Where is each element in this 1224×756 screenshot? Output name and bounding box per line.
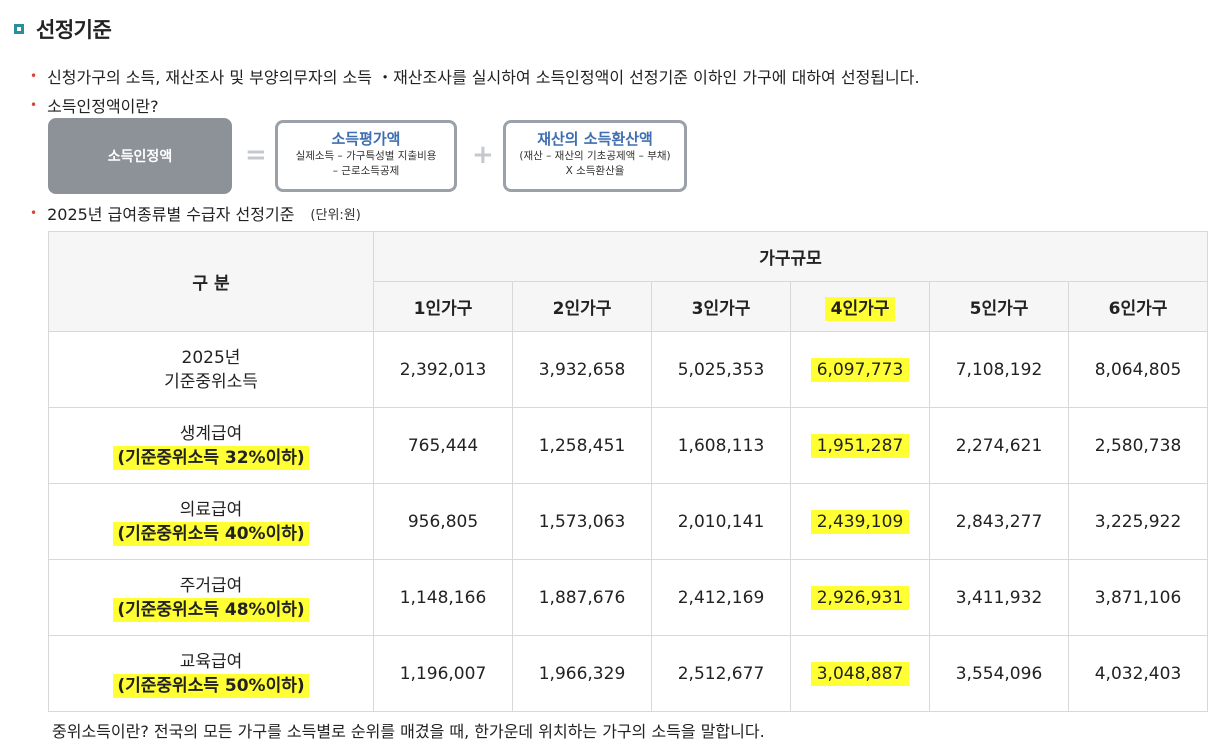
highlighted-value: 1,951,287 <box>810 433 910 458</box>
table-cell: 2,926,931 <box>790 559 930 636</box>
column-label: 5인가구 <box>969 299 1029 319</box>
table-cell: 2,392,013 <box>373 331 513 408</box>
column-label: 2인가구 <box>552 299 612 319</box>
table-row: 주거급여 (기준중위소득 48%이하) 1,148,166 1,887,676 … <box>48 559 1208 636</box>
row-label-line2: (기준중위소득 40%이하) <box>113 521 309 546</box>
box-line: 실제소득 – 가구특성별 지출비용 <box>295 150 437 162</box>
equals-sign: = <box>245 140 267 170</box>
table-cell: 7,108,192 <box>929 331 1069 408</box>
table-cell: 1,608,113 <box>651 407 791 484</box>
row-label-line1: 생계급여 <box>179 423 243 444</box>
column-header: 4인가구 <box>790 281 930 332</box>
table-cell: 4,032,403 <box>1068 635 1208 712</box>
table-cell: 2,274,621 <box>929 407 1069 484</box>
column-label: 6인가구 <box>1108 299 1168 319</box>
row-label-line2: (기준중위소득 50%이하) <box>113 673 309 698</box>
row-label-line1: 교육급여 <box>179 651 243 672</box>
row-label-line2: 기준중위소득 <box>164 371 258 392</box>
table-cell: 2,010,141 <box>651 483 791 560</box>
income-formula-diagram: 소득인정액 = 소득평가액 실제소득 – 가구특성별 지출비용 – 근로소득공제… <box>48 118 698 194</box>
table-cell: 1,966,329 <box>512 635 652 712</box>
table-cell: 8,064,805 <box>1068 331 1208 408</box>
bullet-income-definition: • 소득인정액이란? <box>30 93 159 117</box>
table-cell: 3,871,106 <box>1068 559 1208 636</box>
highlighted-value: 2,439,109 <box>810 509 910 534</box>
bullet-text: 신청가구의 소득, 재산조사 및 부양의무자의 소득 ・재산조사를 실시하여 소… <box>47 68 920 87</box>
table-cell: 3,554,096 <box>929 635 1069 712</box>
bullet-dot-icon: • <box>30 98 38 112</box>
square-bullet-icon <box>14 24 24 34</box>
column-header: 5인가구 <box>929 281 1069 332</box>
header-category: 구 분 <box>48 231 374 332</box>
table-row: 생계급여 (기준중위소득 32%이하) 765,444 1,258,451 1,… <box>48 407 1208 484</box>
table-cell: 1,196,007 <box>373 635 513 712</box>
page-title: 선정기준 <box>36 18 112 42</box>
plus-sign: + <box>472 140 494 170</box>
bullet-text: 2025년 급여종류별 수급자 선정기준 <box>47 205 295 224</box>
table-row: 교육급여 (기준중위소득 50%이하) 1,196,007 1,966,329 … <box>48 635 1208 712</box>
bullet-text: 소득인정액이란? <box>47 97 159 116</box>
row-label: 교육급여 (기준중위소득 50%이하) <box>48 635 374 712</box>
table-cell: 1,951,287 <box>790 407 930 484</box>
highlighted-value: 2,926,931 <box>810 585 910 610</box>
unit-label: (단위:원) <box>310 207 361 223</box>
row-label: 생계급여 (기준중위소득 32%이하) <box>48 407 374 484</box>
row-label: 2025년 기준중위소득 <box>48 331 374 408</box>
table-cell: 3,411,932 <box>929 559 1069 636</box>
table-cell: 765,444 <box>373 407 513 484</box>
table-row: 의료급여 (기준중위소득 40%이하) 956,805 1,573,063 2,… <box>48 483 1208 560</box>
row-label: 의료급여 (기준중위소득 40%이하) <box>48 483 374 560</box>
row-label-line1: 의료급여 <box>179 499 243 520</box>
table-cell: 956,805 <box>373 483 513 560</box>
table-cell: 3,225,922 <box>1068 483 1208 560</box>
footnote: 중위소득이란? 전국의 모든 가구를 소득별로 순위를 매겼을 때, 한가운데 … <box>52 722 765 741</box>
box-title: 재산의 소득환산액 <box>537 130 653 148</box>
table-cell: 2,439,109 <box>790 483 930 560</box>
box-line: X 소득환산율 <box>565 165 625 177</box>
row-label-line2: (기준중위소득 32%이하) <box>113 445 309 470</box>
bullet-dot-icon: • <box>30 206 38 220</box>
table-cell: 2,843,277 <box>929 483 1069 560</box>
column-header: 2인가구 <box>512 281 652 332</box>
box-line: (재산 – 재산의 기초공제액 – 부채) <box>519 150 671 162</box>
column-label: 3인가구 <box>691 299 751 319</box>
highlighted-value: 3,048,887 <box>810 661 910 686</box>
table-cell: 5,025,353 <box>651 331 791 408</box>
row-label-line1: 주거급여 <box>179 575 243 596</box>
column-header: 1인가구 <box>373 281 513 332</box>
table-cell: 6,097,773 <box>790 331 930 408</box>
bullet-selection-criteria: • 신청가구의 소득, 재산조사 및 부양의무자의 소득 ・재산조사를 실시하여… <box>30 64 920 88</box>
income-evaluation-box: 소득평가액 실제소득 – 가구특성별 지출비용 – 근로소득공제 <box>275 120 457 192</box>
highlighted-value: 6,097,773 <box>810 357 910 382</box>
table-cell: 2,580,738 <box>1068 407 1208 484</box>
column-header: 3인가구 <box>651 281 791 332</box>
header-household-size: 가구규모 <box>373 231 1208 282</box>
column-label-highlighted: 4인가구 <box>824 297 896 321</box>
row-label-line2: (기준중위소득 48%이하) <box>113 597 309 622</box>
table-cell: 1,148,166 <box>373 559 513 636</box>
table-cell: 1,887,676 <box>512 559 652 636</box>
table-cell: 2,412,169 <box>651 559 791 636</box>
box-line: – 근로소득공제 <box>332 165 400 177</box>
property-conversion-box: 재산의 소득환산액 (재산 – 재산의 기초공제액 – 부채) X 소득환산율 <box>503 120 687 192</box>
table-cell: 3,048,887 <box>790 635 930 712</box>
column-header: 6인가구 <box>1068 281 1208 332</box>
box-title: 소득평가액 <box>331 130 401 148</box>
table-cell: 3,932,658 <box>512 331 652 408</box>
table-cell: 2,512,677 <box>651 635 791 712</box>
bullet-table-title: • 2025년 급여종류별 수급자 선정기준 (단위:원) <box>30 201 361 225</box>
row-label: 주거급여 (기준중위소득 48%이하) <box>48 559 374 636</box>
bullet-dot-icon: • <box>30 69 38 83</box>
section-heading: 선정기준 <box>14 14 112 44</box>
criteria-table: 구 분 가구규모 1인가구 2인가구 3인가구 4인가구 5인가구 6인가구 2… <box>48 231 1208 712</box>
table-cell: 1,573,063 <box>512 483 652 560</box>
column-label: 1인가구 <box>413 299 473 319</box>
row-label-line1: 2025년 <box>181 347 241 368</box>
table-cell: 1,258,451 <box>512 407 652 484</box>
table-row: 2025년 기준중위소득 2,392,013 3,932,658 5,025,3… <box>48 331 1208 408</box>
income-box: 소득인정액 <box>48 118 232 194</box>
